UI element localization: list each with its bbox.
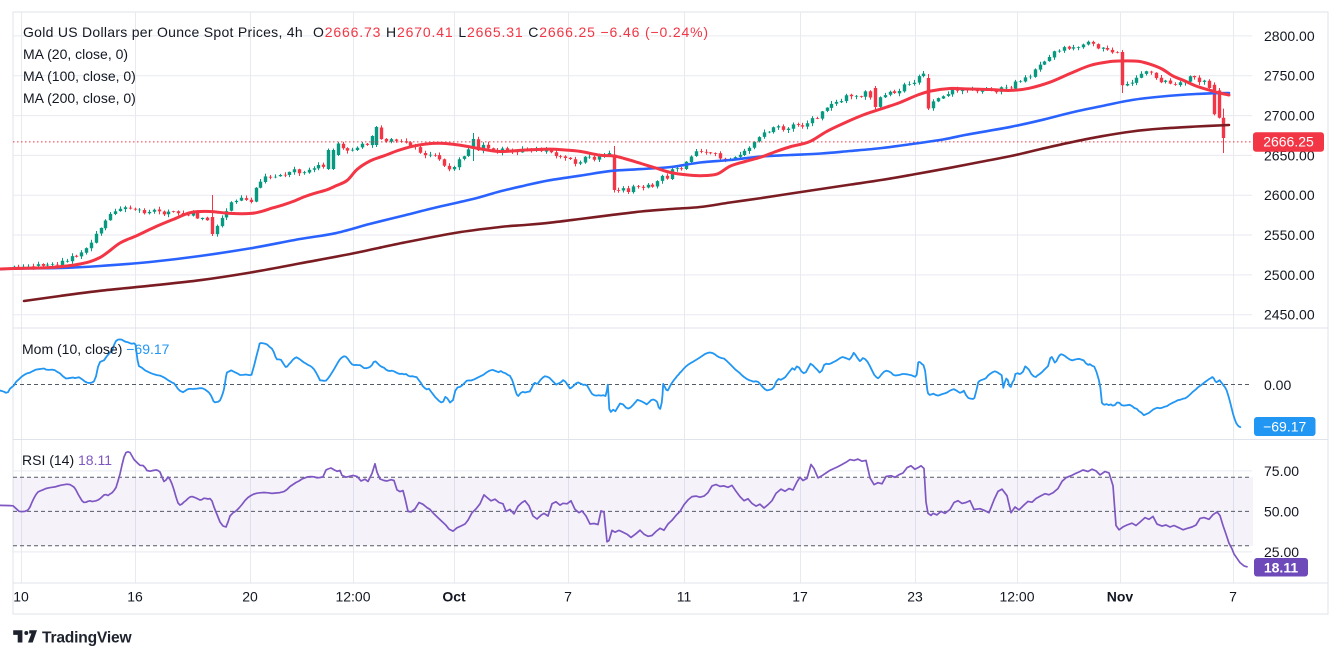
svg-text:RSI (14) 18.11: RSI (14) 18.11 [22,452,112,468]
svg-text:17: 17 [792,589,808,605]
svg-text:16: 16 [127,589,143,605]
svg-text:Nov: Nov [1107,589,1134,605]
svg-text:Gold US Dollars per Ounce Spot: Gold US Dollars per Ounce Spot Prices, 4… [23,24,303,40]
svg-text:50.00: 50.00 [1264,503,1299,519]
svg-text:Mom (10, close) −69.17: Mom (10, close) −69.17 [22,341,170,357]
svg-text:O2666.73 H2670.41 L2665.31 C26: O2666.73 H2670.41 L2665.31 C2666.25 −6.4… [313,24,709,40]
svg-text:20: 20 [242,589,258,605]
svg-text:7: 7 [1229,589,1237,605]
svg-text:23: 23 [907,589,923,605]
svg-text:2666.25: 2666.25 [1263,134,1314,150]
svg-text:75.00: 75.00 [1264,463,1299,479]
svg-text:18.11: 18.11 [1264,559,1298,575]
svg-text:25.00: 25.00 [1264,544,1299,560]
svg-text:2600.00: 2600.00 [1264,187,1315,203]
svg-text:2700.00: 2700.00 [1264,108,1315,124]
svg-text:12:00: 12:00 [335,589,370,605]
svg-text:TradingView: TradingView [42,629,132,646]
svg-text:Oct: Oct [442,589,466,605]
svg-text:MA (200, close, 0): MA (200, close, 0) [23,90,136,106]
svg-text:10: 10 [13,589,29,605]
svg-text:2750.00: 2750.00 [1264,68,1315,84]
svg-text:7: 7 [564,589,572,605]
svg-text:2500.00: 2500.00 [1264,267,1315,283]
svg-text:MA (100, close, 0): MA (100, close, 0) [23,68,136,84]
svg-text:2800.00: 2800.00 [1264,28,1315,44]
svg-text:2450.00: 2450.00 [1264,307,1315,323]
svg-text:2550.00: 2550.00 [1264,227,1315,243]
svg-text:−69.17: −69.17 [1263,418,1306,434]
svg-text:0.00: 0.00 [1264,377,1291,393]
svg-text:11: 11 [677,589,692,605]
svg-text:MA (20, close, 0): MA (20, close, 0) [23,46,128,62]
svg-text:12:00: 12:00 [999,589,1034,605]
